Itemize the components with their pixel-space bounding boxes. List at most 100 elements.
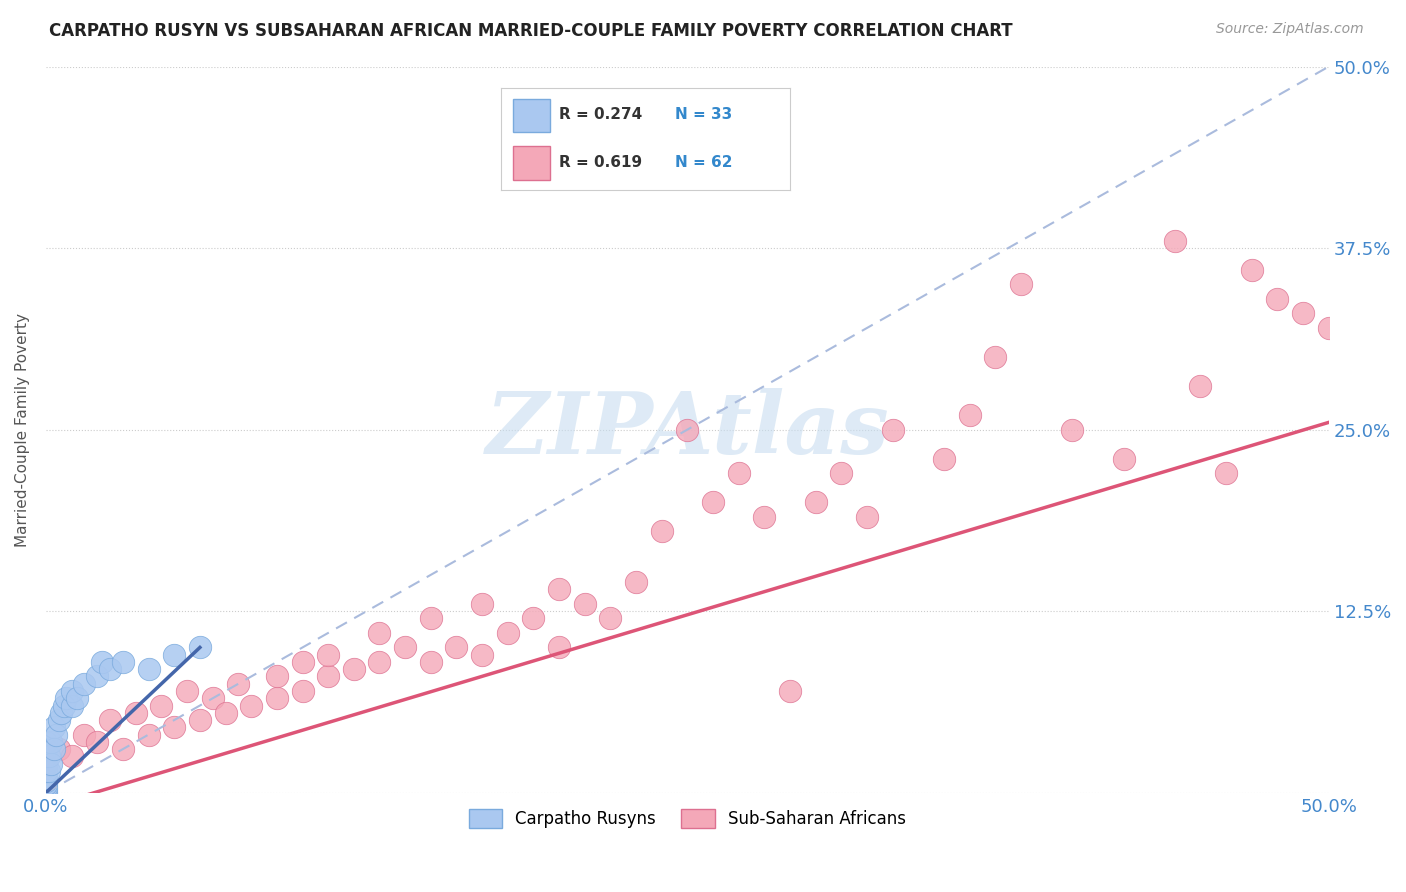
Point xyxy=(98,713,121,727)
Point xyxy=(548,582,571,597)
Point xyxy=(1240,263,1263,277)
Point xyxy=(599,611,621,625)
Point xyxy=(419,611,441,625)
Point xyxy=(91,655,114,669)
Point xyxy=(394,640,416,655)
Point xyxy=(343,662,366,676)
Point xyxy=(39,735,62,749)
Point xyxy=(73,677,96,691)
Point xyxy=(38,764,60,778)
Point xyxy=(419,655,441,669)
Point xyxy=(548,640,571,655)
Point xyxy=(39,756,62,771)
Text: ZIPAtlas: ZIPAtlas xyxy=(485,388,889,471)
Point xyxy=(727,466,749,480)
Point xyxy=(86,735,108,749)
Point xyxy=(35,786,58,800)
Point xyxy=(266,691,288,706)
Point xyxy=(35,756,58,771)
Point xyxy=(779,684,801,698)
Point xyxy=(291,684,314,698)
Point xyxy=(624,575,647,590)
Point xyxy=(55,691,77,706)
Point xyxy=(188,640,211,655)
Point xyxy=(291,655,314,669)
Point xyxy=(830,466,852,480)
Point xyxy=(651,524,673,539)
Point xyxy=(35,780,58,794)
Point xyxy=(125,706,148,720)
Point xyxy=(1112,451,1135,466)
Legend: Carpatho Rusyns, Sub-Saharan Africans: Carpatho Rusyns, Sub-Saharan Africans xyxy=(463,803,912,835)
Point xyxy=(86,669,108,683)
Point xyxy=(240,698,263,713)
Point xyxy=(35,774,58,789)
Point xyxy=(804,495,827,509)
Point xyxy=(754,509,776,524)
Point xyxy=(35,764,58,778)
Point xyxy=(35,771,58,785)
Point xyxy=(42,742,65,756)
Point xyxy=(42,720,65,734)
Point xyxy=(856,509,879,524)
Point xyxy=(98,662,121,676)
Point xyxy=(60,698,83,713)
Point xyxy=(201,691,224,706)
Point xyxy=(111,742,134,756)
Point xyxy=(471,648,494,662)
Point xyxy=(214,706,236,720)
Point xyxy=(60,749,83,764)
Point xyxy=(1215,466,1237,480)
Point xyxy=(882,423,904,437)
Point xyxy=(1189,379,1212,393)
Point xyxy=(702,495,724,509)
Point xyxy=(1164,234,1187,248)
Point xyxy=(496,626,519,640)
Point xyxy=(35,735,58,749)
Point xyxy=(1292,306,1315,320)
Point xyxy=(368,626,391,640)
Point xyxy=(574,597,596,611)
Point xyxy=(176,684,198,698)
Point xyxy=(35,756,58,771)
Point xyxy=(38,749,60,764)
Point xyxy=(60,684,83,698)
Point xyxy=(228,677,250,691)
Point xyxy=(959,408,981,422)
Y-axis label: Married-Couple Family Poverty: Married-Couple Family Poverty xyxy=(15,312,30,547)
Point xyxy=(35,749,58,764)
Point xyxy=(471,597,494,611)
Point xyxy=(1317,321,1340,335)
Point xyxy=(66,691,89,706)
Point xyxy=(932,451,955,466)
Point xyxy=(48,713,70,727)
Point xyxy=(316,648,339,662)
Point xyxy=(984,350,1007,364)
Point xyxy=(138,662,160,676)
Point xyxy=(111,655,134,669)
Point xyxy=(522,611,544,625)
Point xyxy=(1267,292,1289,306)
Point xyxy=(1010,277,1032,292)
Point xyxy=(35,782,58,797)
Point xyxy=(368,655,391,669)
Text: Source: ZipAtlas.com: Source: ZipAtlas.com xyxy=(1216,22,1364,37)
Point xyxy=(163,648,186,662)
Point xyxy=(51,706,73,720)
Point xyxy=(52,698,75,713)
Point xyxy=(266,669,288,683)
Text: CARPATHO RUSYN VS SUBSAHARAN AFRICAN MARRIED-COUPLE FAMILY POVERTY CORRELATION C: CARPATHO RUSYN VS SUBSAHARAN AFRICAN MAR… xyxy=(49,22,1012,40)
Point xyxy=(316,669,339,683)
Point xyxy=(45,728,67,742)
Point xyxy=(35,742,58,756)
Point xyxy=(73,728,96,742)
Point xyxy=(138,728,160,742)
Point xyxy=(676,423,699,437)
Point xyxy=(1062,423,1084,437)
Point xyxy=(35,777,58,791)
Point xyxy=(163,720,186,734)
Point xyxy=(188,713,211,727)
Point xyxy=(150,698,173,713)
Point xyxy=(446,640,468,655)
Point xyxy=(48,742,70,756)
